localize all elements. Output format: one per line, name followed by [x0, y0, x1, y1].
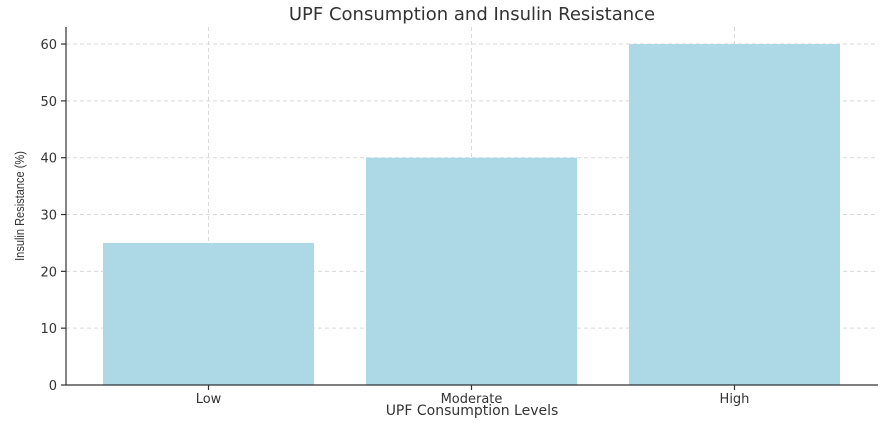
y-tick-label: 10	[40, 322, 57, 337]
bar-low	[103, 242, 314, 385]
y-ticks: 0 10 20 30 40 50 60	[40, 38, 66, 394]
x-axis-label: UPF Consumption Levels	[386, 403, 559, 419]
x-tick-label-high: High	[720, 392, 750, 407]
x-ticks: Low Moderate High	[196, 385, 750, 407]
y-tick-label: 60	[40, 38, 57, 53]
y-tick-label: 20	[40, 265, 57, 280]
y-axis-label: Insulin Resistance (%)	[12, 151, 27, 261]
y-tick-label: 0	[49, 379, 57, 394]
y-tick-label: 50	[40, 95, 57, 110]
bar-high	[629, 44, 840, 386]
x-tick-label-low: Low	[196, 392, 222, 407]
x-tick-label-moderate: Moderate	[441, 392, 503, 407]
bar-moderate	[366, 157, 577, 385]
y-tick-label: 40	[40, 152, 57, 167]
bars	[103, 44, 840, 386]
chart-title: UPF Consumption and Insulin Resistance	[289, 4, 655, 25]
y-tick-label: 30	[40, 209, 57, 224]
